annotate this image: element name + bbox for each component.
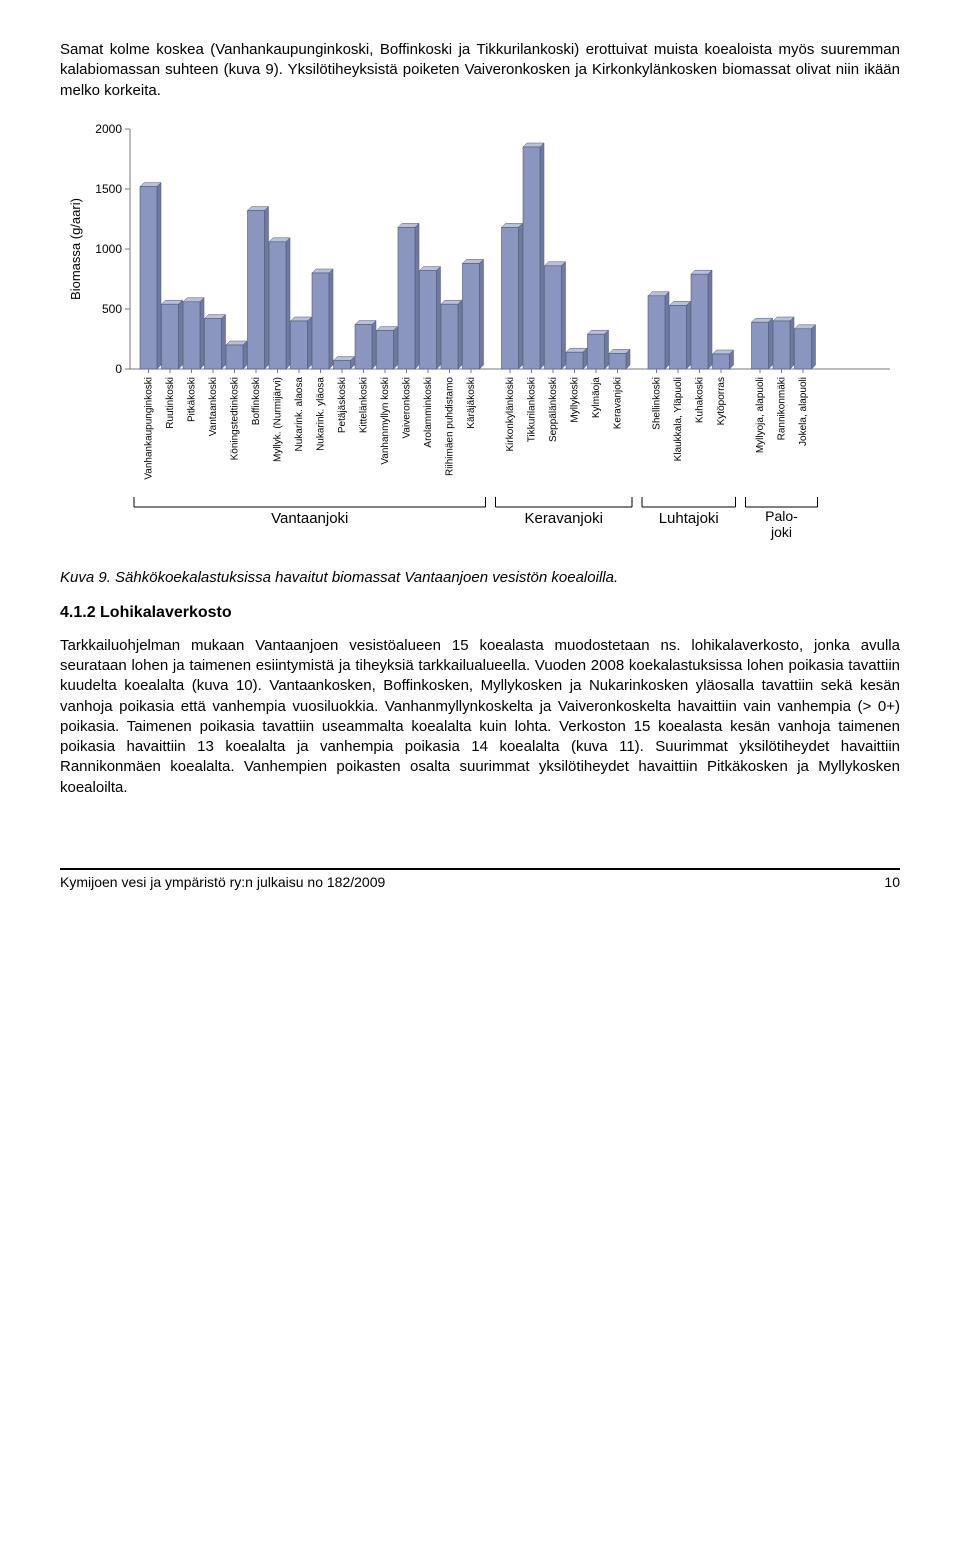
footer-page-number: 10 bbox=[884, 874, 900, 890]
section-heading: 4.1.2 Lohikalaverkosto bbox=[60, 604, 900, 622]
page-footer: Kymijoen vesi ja ympäristö ry:n julkaisu… bbox=[60, 870, 900, 890]
svg-text:Boffinkoski: Boffinkoski bbox=[251, 377, 262, 425]
footer-publication: Kymijoen vesi ja ympäristö ry:n julkaisu… bbox=[60, 874, 385, 890]
svg-text:Seppälänkoski: Seppälänkoski bbox=[548, 377, 559, 442]
svg-text:Biomassa (g/aari): Biomassa (g/aari) bbox=[68, 198, 83, 300]
svg-text:Palo-: Palo- bbox=[765, 508, 798, 524]
svg-text:Vanhankaupunginkoski: Vanhankaupunginkoski bbox=[144, 377, 155, 480]
svg-text:Rannikonmäki: Rannikonmäki bbox=[777, 377, 788, 440]
intro-paragraph: Samat kolme koskea (Vanhankaupunginkoski… bbox=[60, 40, 900, 101]
svg-text:Pitkäkoski: Pitkäkoski bbox=[187, 377, 198, 422]
figure-caption: Kuva 9. Sähkökoekalastuksissa havaitut b… bbox=[60, 569, 900, 586]
svg-text:1000: 1000 bbox=[95, 242, 122, 256]
svg-text:Keravanjoki: Keravanjoki bbox=[613, 377, 624, 429]
svg-text:Tikkurilankoski: Tikkurilankoski bbox=[527, 377, 538, 442]
svg-text:Käräjäkoski: Käräjäkoski bbox=[466, 377, 477, 429]
svg-text:Myllyk. (Nurmijärvi): Myllyk. (Nurmijärvi) bbox=[273, 377, 284, 462]
svg-text:Ruutinkoski: Ruutinkoski bbox=[165, 377, 176, 429]
svg-text:Kylmäoja: Kylmäoja bbox=[591, 376, 602, 418]
svg-text:Köningstedtinkoski: Köningstedtinkoski bbox=[230, 377, 241, 460]
svg-text:Arolamminkoski: Arolamminkoski bbox=[423, 377, 434, 448]
svg-text:Luhtajoki: Luhtajoki bbox=[659, 510, 719, 527]
svg-text:Myllyoja, alapuoli: Myllyoja, alapuoli bbox=[755, 377, 766, 453]
svg-text:joki: joki bbox=[770, 524, 792, 540]
body-paragraph: Tarkkailuohjelman mukaan Vantaanjoen ves… bbox=[60, 636, 900, 798]
svg-text:1500: 1500 bbox=[95, 182, 122, 196]
svg-text:Myllykoski: Myllykoski bbox=[570, 377, 581, 423]
svg-text:Shellinkoski: Shellinkoski bbox=[652, 377, 663, 430]
biomass-chart: 0 500 1000 1500 2000 Biomassa (g/aari) Vanhank… bbox=[60, 119, 900, 549]
svg-text:Nukarink. alaosa: Nukarink. alaosa bbox=[294, 376, 305, 451]
svg-text:0: 0 bbox=[115, 362, 122, 376]
svg-text:Klaukkala, Yläpuoli: Klaukkala, Yläpuoli bbox=[673, 377, 684, 461]
svg-text:Vantaanjoki: Vantaanjoki bbox=[271, 510, 348, 527]
svg-text:2000: 2000 bbox=[95, 122, 122, 136]
svg-text:Nukarink. yläosa: Nukarink. yläosa bbox=[316, 376, 327, 450]
svg-text:Vaiveronkoski: Vaiveronkoski bbox=[402, 377, 413, 439]
svg-text:Keravanjoki: Keravanjoki bbox=[525, 510, 603, 527]
svg-text:Vanhanmyllyn koski: Vanhanmyllyn koski bbox=[380, 377, 391, 465]
svg-text:Riihimäen puhdistamo: Riihimäen puhdistamo bbox=[445, 376, 456, 475]
svg-text:Jokela, alapuoli: Jokela, alapuoli bbox=[798, 377, 809, 446]
svg-text:500: 500 bbox=[102, 302, 122, 316]
svg-text:Petäjäskoski: Petäjäskoski bbox=[337, 377, 348, 433]
svg-text:Kuhakoski: Kuhakoski bbox=[695, 377, 706, 423]
svg-text:Vantaankoski: Vantaankoski bbox=[208, 377, 219, 436]
svg-text:Kittelänkoski: Kittelänkoski bbox=[359, 377, 370, 433]
svg-text:Kirkonkylänkoski: Kirkonkylänkoski bbox=[505, 377, 516, 451]
svg-text:Kytöporras: Kytöporras bbox=[716, 377, 727, 425]
